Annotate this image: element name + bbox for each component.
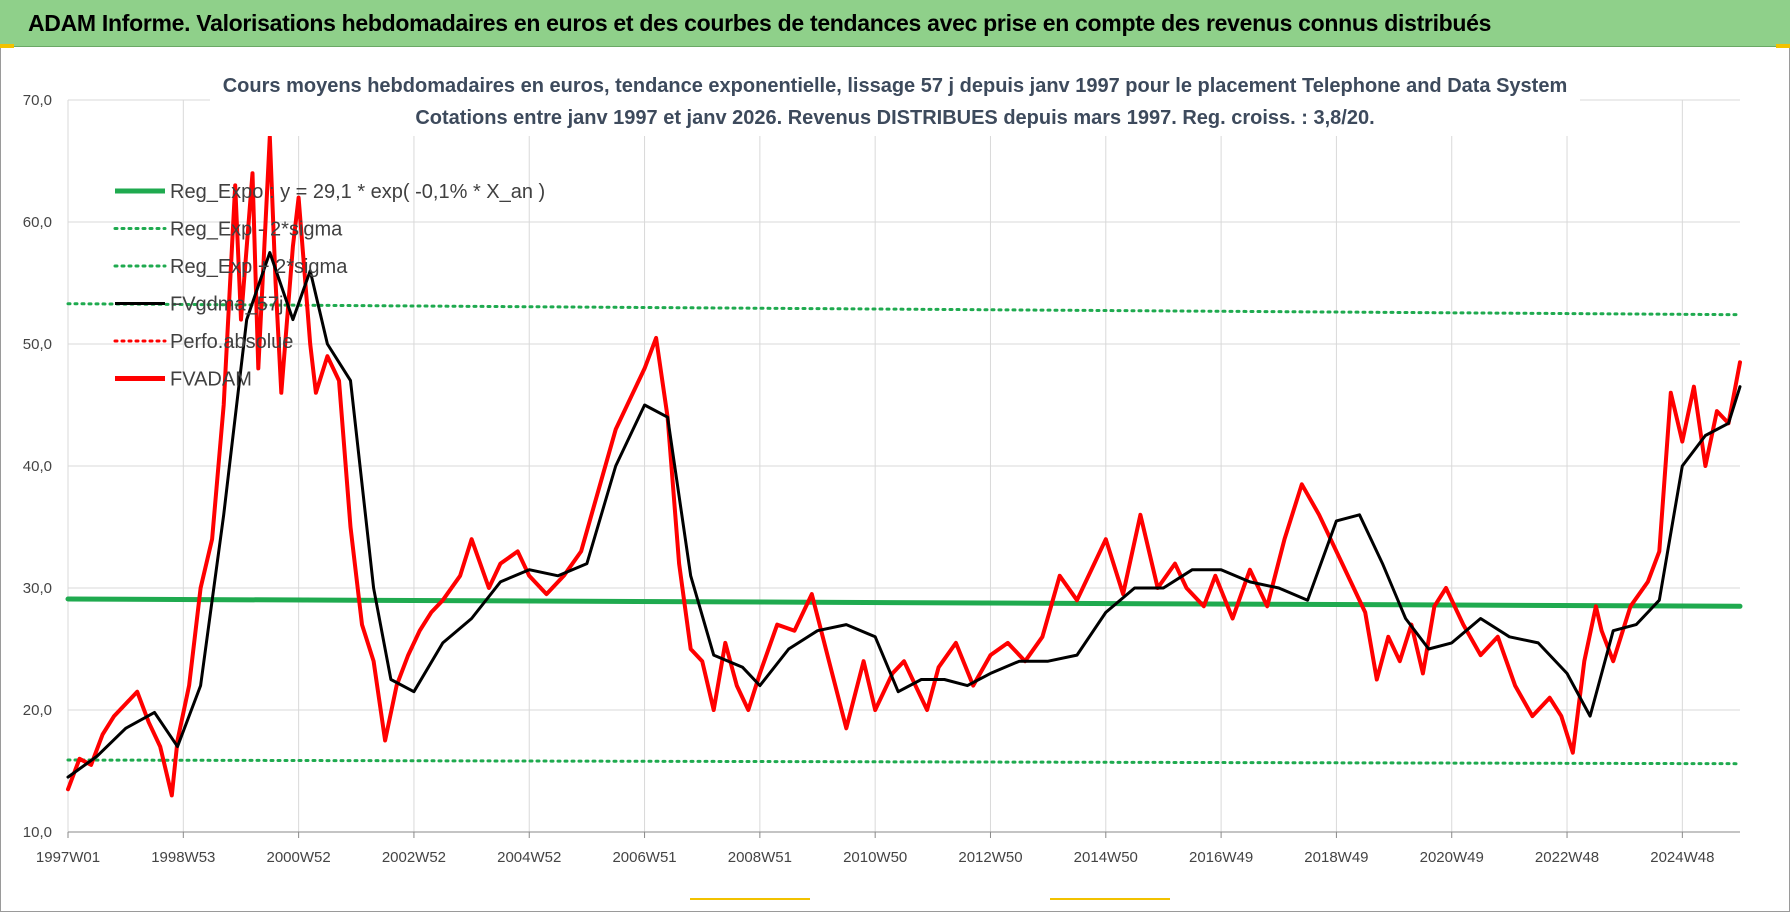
legend-label-5: FVADAM [170,369,252,391]
x-tick-label: 2010W50 [843,849,907,866]
axes: 10,0 20,0 30,0 40,0 50,0 60,0 70,0 1997W01 1998W… [23,92,1740,866]
corner-mark-bottom-left [690,898,810,900]
x-tick-label: 1998W53 [151,849,215,866]
legend: Reg_Expo : y = 29,1 * exp( -0,1% * X_an … [113,181,545,391]
legend-label-4: Perfo.absolue [170,331,293,353]
y-tick-label: 30,0 [23,580,52,597]
chart-title: Cours moyens hebdomadaires en euros, ten… [223,75,1568,97]
corner-mark-top-left [0,44,14,48]
series-line-0 [65,596,1743,609]
x-tick-label: 2002W52 [382,849,446,866]
x-tick-label: 2024W48 [1650,849,1714,866]
legend-label-1: Reg_Exp - 2*sigma [170,219,343,241]
x-tick-label: 2006W51 [612,849,676,866]
corner-mark-bottom-right [1050,898,1170,900]
y-tick-label: 60,0 [23,214,52,231]
series-line-2 [66,302,1742,317]
title-backdrop [210,68,1580,136]
y-tick-label: 20,0 [23,702,52,719]
series-line-1 [66,758,1742,766]
x-tick-label: 2018W49 [1304,849,1368,866]
legend-label-2: Reg_Exp + 2*sigma [170,256,348,278]
y-tick-label: 50,0 [23,336,52,353]
x-tick-label: 1997W01 [36,849,100,866]
x-tick-label: 2004W52 [497,849,561,866]
x-tick-label: 2020W49 [1420,849,1484,866]
x-tick-label: 2014W50 [1074,849,1138,866]
chart-subtitle: Cotations entre janv 1997 et janv 2026. … [415,107,1374,129]
series-line-5 [66,134,1742,798]
y-tick-label: 10,0 [23,824,52,841]
legend-label-0: Reg_Expo : y = 29,1 * exp( -0,1% * X_an … [170,181,545,203]
series-layer [65,134,1743,798]
series-line-3 [66,251,1742,779]
x-tick-label: 2012W50 [958,849,1022,866]
x-tick-label: 2016W49 [1189,849,1253,866]
banner-title: ADAM Informe. Valorisations hebdomadaire… [28,9,1492,36]
y-tick-label: 70,0 [23,92,52,109]
x-tick-label: 2008W51 [728,849,792,866]
y-tick-label: 40,0 [23,458,52,475]
report-banner: ADAM Informe. Valorisations hebdomadaire… [0,0,1790,47]
legend-label-3: FVgdma_57j [170,294,283,316]
corner-mark-top-right [1776,44,1790,48]
x-tick-label: 2000W52 [267,849,331,866]
x-tick-label: 2022W48 [1535,849,1599,866]
grid [67,99,1740,833]
